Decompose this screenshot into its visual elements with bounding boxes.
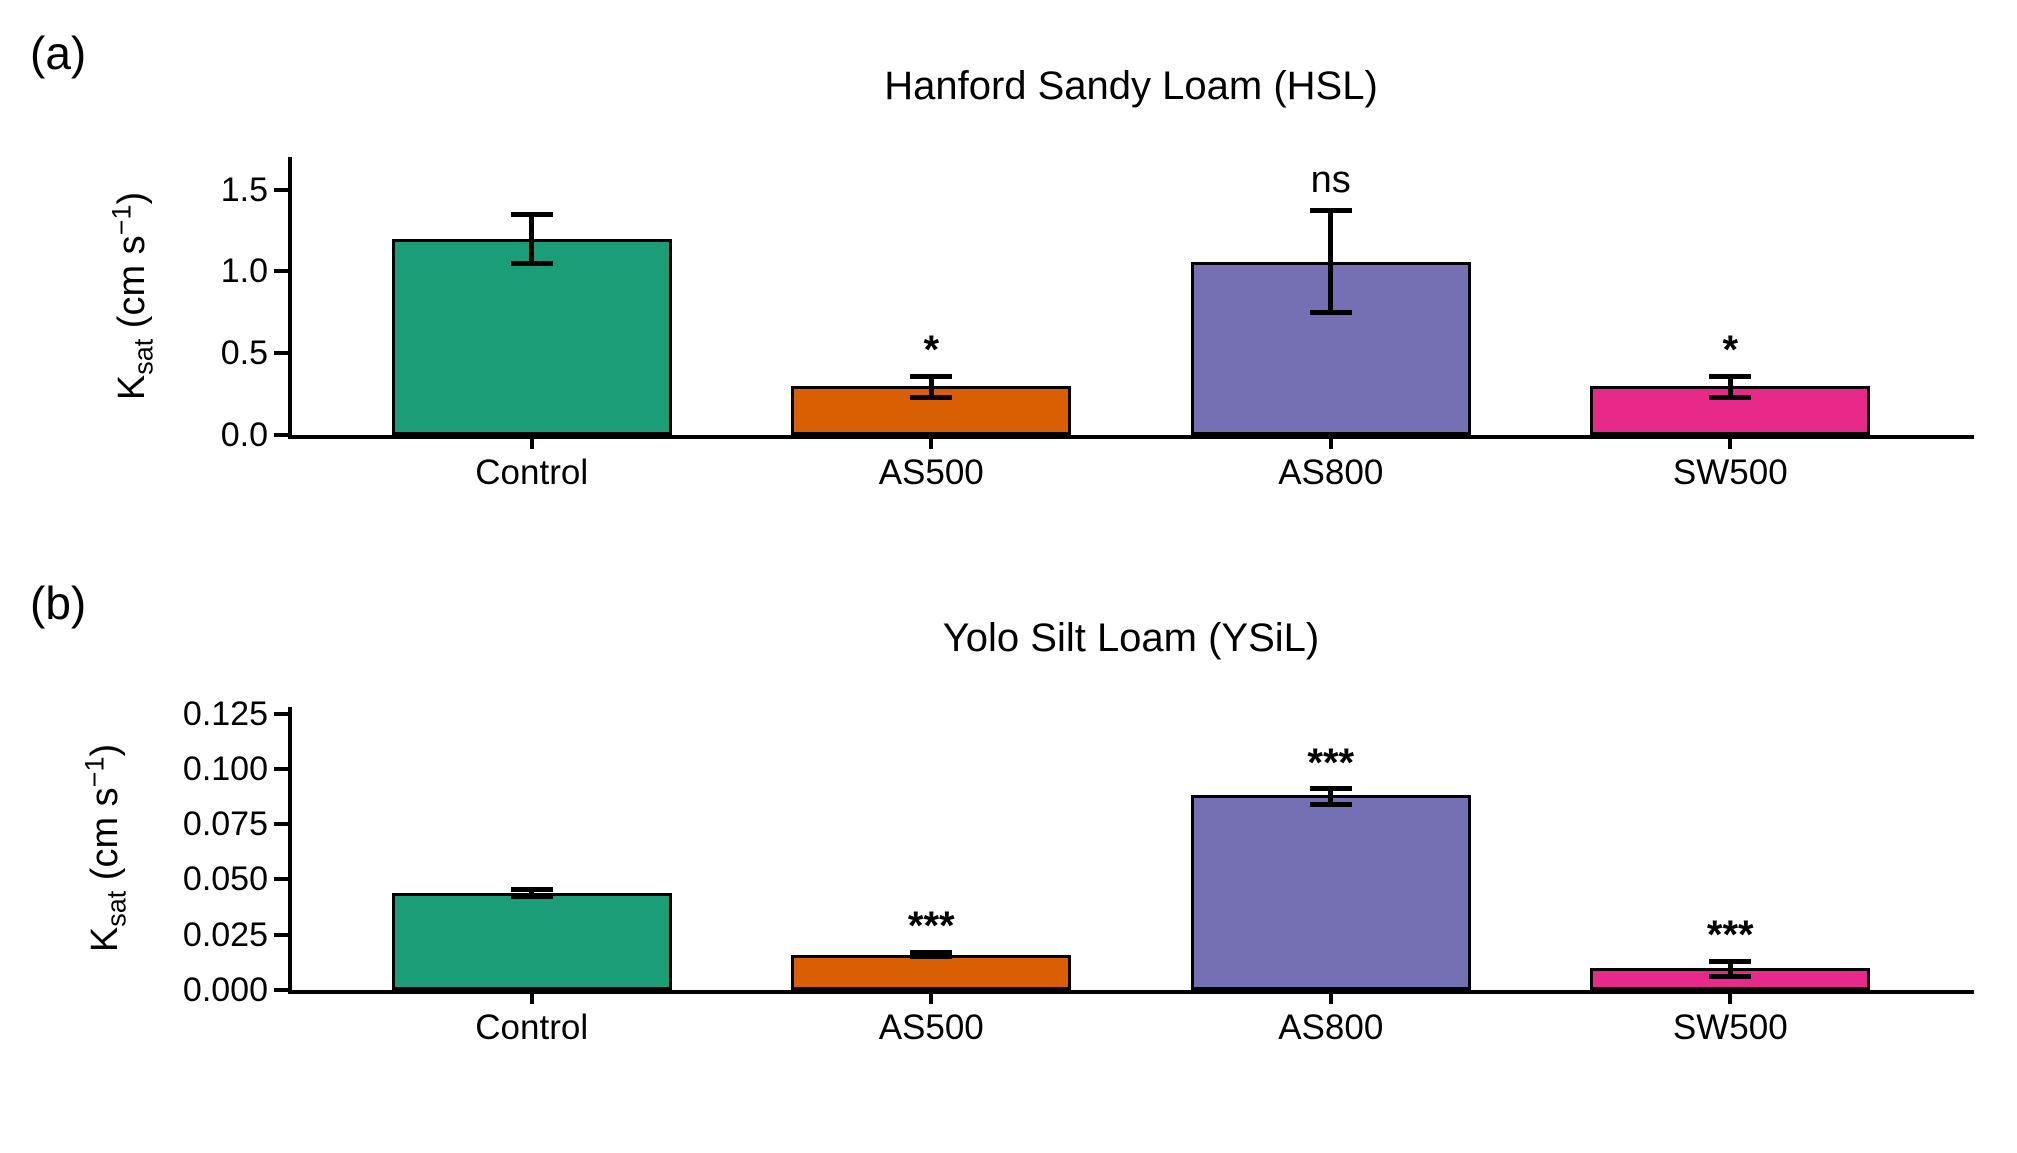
error-bar-cap-top bbox=[510, 886, 553, 892]
y-axis-line bbox=[288, 157, 292, 439]
y-tick-label: 0.050 bbox=[182, 860, 268, 899]
y-label-close: ) bbox=[84, 743, 127, 757]
y-tick-label: 0.100 bbox=[182, 749, 268, 788]
error-bar-cap-bottom bbox=[510, 260, 553, 266]
significance-label: * bbox=[1722, 328, 1739, 373]
y-tick-label: 0.0 bbox=[220, 416, 268, 454]
x-tick-label-control: Control bbox=[475, 453, 589, 492]
error-bar-cap-bottom bbox=[1309, 309, 1352, 315]
x-tick-mark bbox=[529, 439, 534, 449]
error-bar-cap-bottom bbox=[510, 893, 553, 899]
x-tick-label-as800: AS800 bbox=[1278, 453, 1384, 492]
y-tick-label: 0.5 bbox=[220, 334, 268, 373]
y-tick-label: 0.075 bbox=[182, 805, 268, 844]
y-label-unit: (cm s bbox=[84, 787, 127, 891]
x-tick-mark bbox=[1328, 994, 1333, 1004]
error-bar-cap-top bbox=[1309, 208, 1352, 214]
x-tick-label-sw500: SW500 bbox=[1672, 1008, 1788, 1047]
bar-as800 bbox=[1190, 795, 1471, 990]
x-tick-mark bbox=[929, 439, 934, 449]
y-tick-mark bbox=[274, 351, 288, 356]
x-tick-mark bbox=[1728, 439, 1733, 449]
y-tick-label: 0.125 bbox=[182, 694, 268, 733]
x-axis-line bbox=[288, 435, 1974, 439]
error-bar-line bbox=[529, 214, 535, 264]
error-bar-line bbox=[1328, 788, 1334, 805]
y-label-superscript: −1 bbox=[106, 204, 137, 236]
x-tick-mark bbox=[1328, 439, 1333, 449]
error-bar-cap-bottom bbox=[910, 954, 953, 960]
x-axis-line bbox=[288, 990, 1974, 994]
error-bar-cap-top bbox=[910, 373, 953, 379]
error-bar-cap-bottom bbox=[1309, 801, 1352, 807]
x-tick-mark bbox=[529, 994, 534, 1004]
x-tick-mark bbox=[929, 994, 934, 1004]
error-bar-cap-top bbox=[510, 211, 553, 217]
bar-control bbox=[391, 892, 672, 990]
error-bar-line bbox=[1328, 210, 1334, 313]
y-tick-mark bbox=[274, 433, 288, 437]
x-tick-label-sw500: SW500 bbox=[1672, 453, 1788, 492]
y-tick-label: 1.5 bbox=[220, 170, 268, 209]
y-tick-mark bbox=[274, 932, 288, 937]
y-label-base: K bbox=[111, 374, 154, 401]
error-bar-cap-top bbox=[1309, 786, 1352, 792]
error-bar-cap-top bbox=[1709, 958, 1752, 964]
panel-b-y-axis-label: Ksat (cm s−1) bbox=[79, 743, 131, 953]
y-tick-mark bbox=[274, 711, 288, 716]
bar-as500 bbox=[791, 954, 1072, 990]
x-tick-mark bbox=[1728, 994, 1733, 1004]
significance-label: ns bbox=[1310, 158, 1351, 201]
error-bar-line bbox=[928, 376, 934, 398]
y-tick-mark bbox=[274, 187, 288, 192]
significance-label: *** bbox=[1706, 913, 1754, 958]
error-bar-line bbox=[1727, 961, 1733, 977]
error-bar-cap-bottom bbox=[910, 394, 953, 400]
y-tick-mark bbox=[274, 988, 288, 992]
error-bar-line bbox=[529, 889, 535, 897]
panel-b-label: (b) bbox=[30, 577, 87, 629]
y-tick-mark bbox=[274, 269, 288, 274]
error-bar-cap-bottom bbox=[1709, 974, 1752, 980]
y-tick-label: 0.025 bbox=[182, 915, 268, 954]
y-label-superscript: −1 bbox=[79, 756, 110, 788]
y-tick-mark bbox=[274, 766, 288, 771]
bar-control bbox=[391, 238, 672, 435]
panel-b-title: Yolo Silt Loam (YSiL) bbox=[942, 616, 1320, 660]
x-tick-label-control: Control bbox=[475, 1008, 589, 1047]
y-tick-label: 1.0 bbox=[220, 252, 268, 291]
x-tick-label-as800: AS800 bbox=[1278, 1008, 1384, 1047]
error-bar-cap-bottom bbox=[1709, 394, 1752, 400]
significance-label: *** bbox=[1307, 740, 1355, 785]
panel-a-label: (a) bbox=[30, 27, 87, 79]
error-bar-cap-top bbox=[1709, 373, 1752, 379]
significance-label: *** bbox=[907, 904, 955, 949]
y-axis-line bbox=[288, 707, 292, 994]
x-tick-label-as500: AS500 bbox=[878, 453, 984, 492]
y-tick-label: 0.000 bbox=[182, 971, 268, 1009]
error-bar-cap-top bbox=[910, 949, 953, 955]
y-label-base: K bbox=[84, 926, 127, 953]
y-tick-mark bbox=[274, 877, 288, 882]
y-tick-mark bbox=[274, 822, 288, 827]
error-bar-line bbox=[1727, 376, 1733, 398]
x-tick-label-as500: AS500 bbox=[878, 1008, 984, 1047]
significance-label: * bbox=[923, 328, 940, 373]
panel-a-title: Hanford Sandy Loam (HSL) bbox=[884, 64, 1378, 108]
